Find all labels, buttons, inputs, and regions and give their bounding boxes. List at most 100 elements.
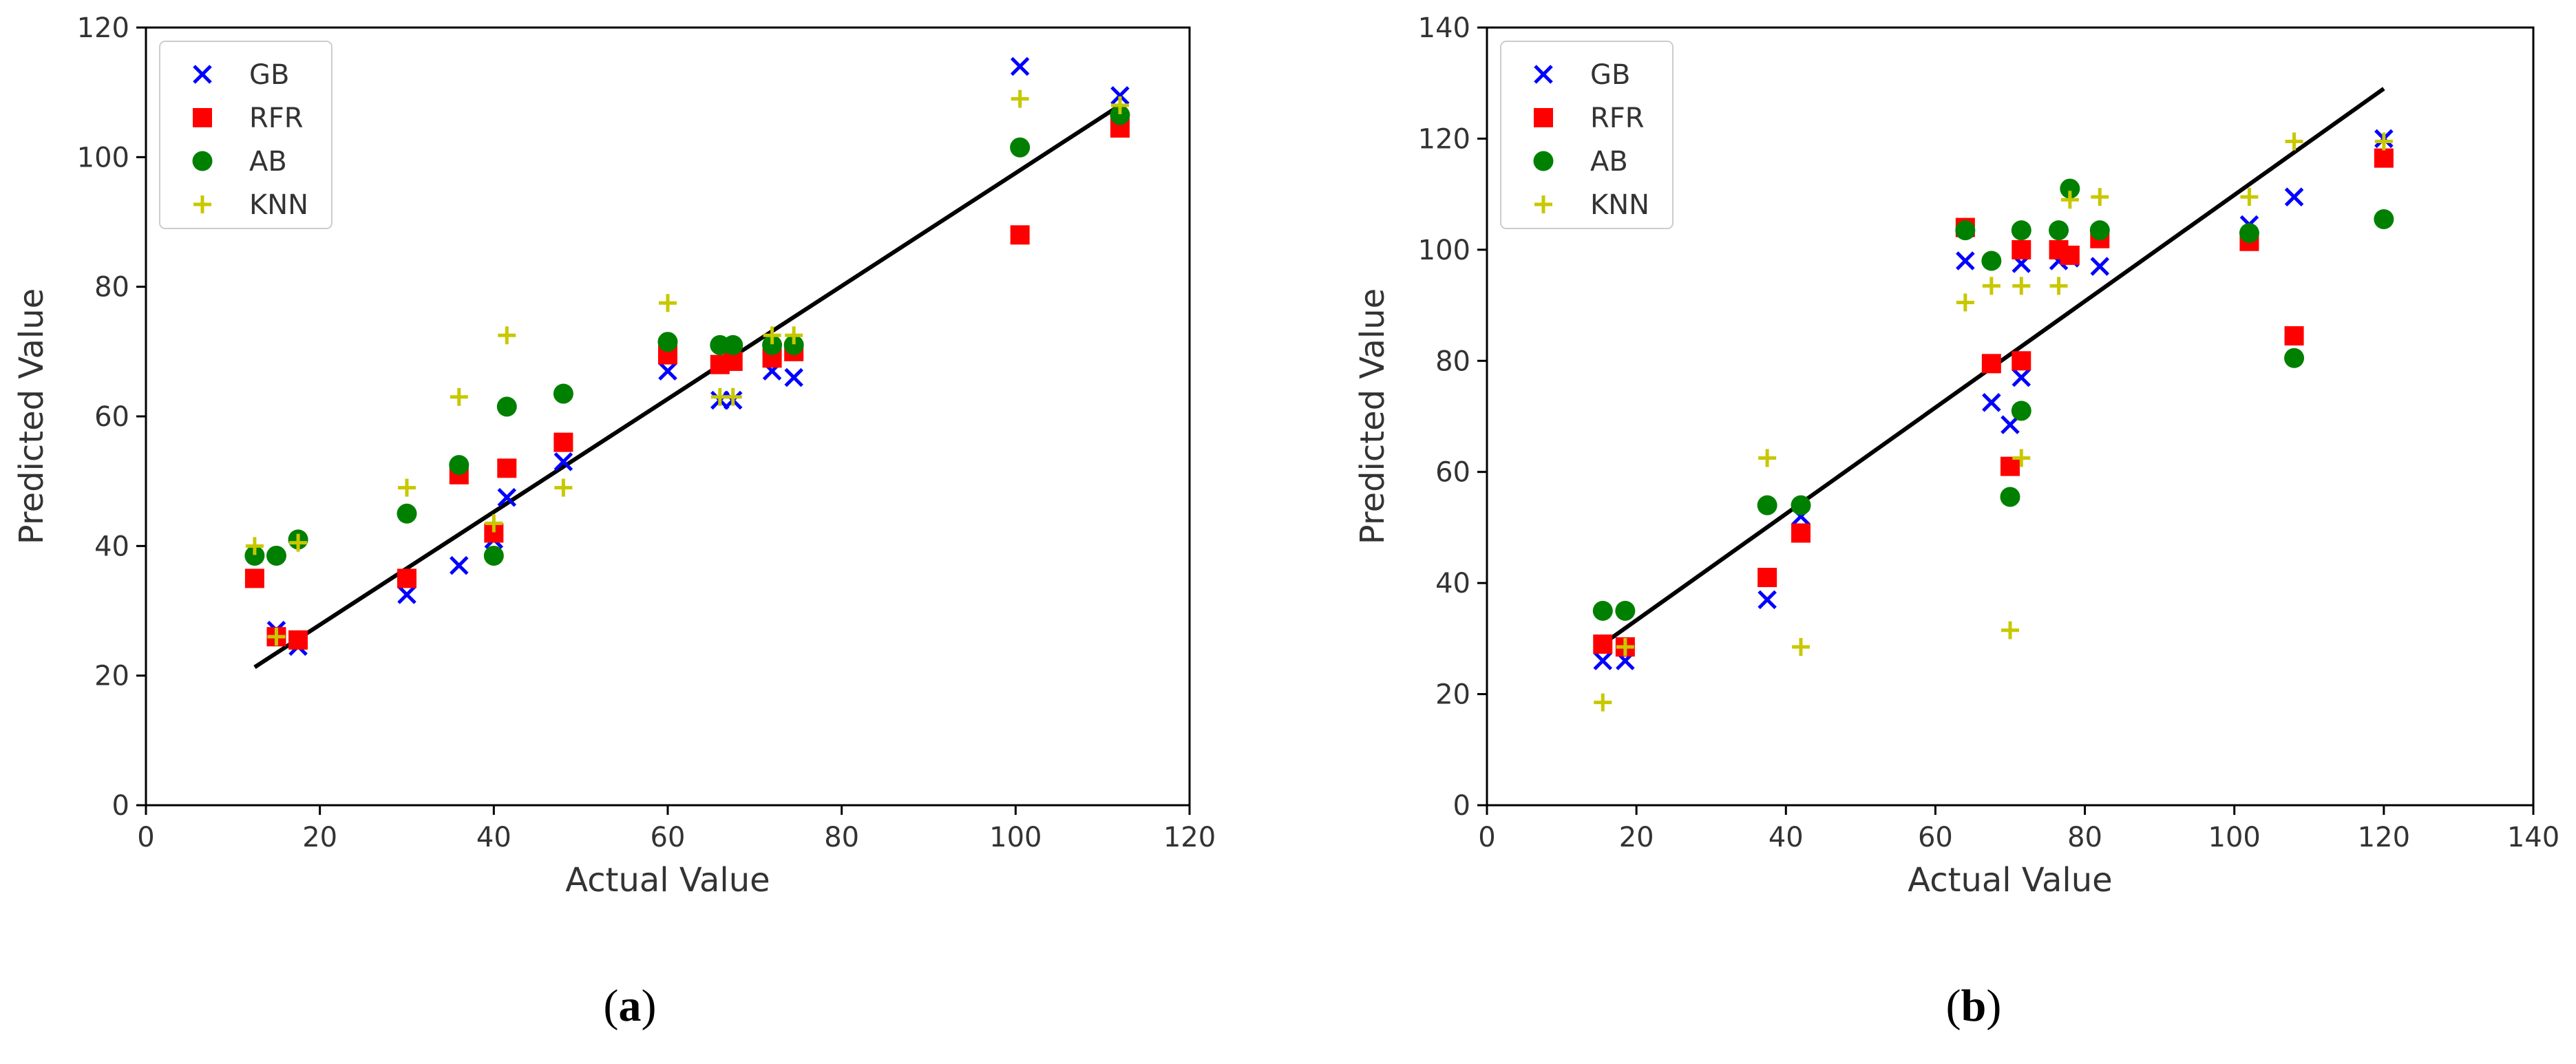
- point-ab-a-13: [1010, 137, 1031, 158]
- caption-a-letter: a: [618, 981, 642, 1031]
- point-ab-a-4: [449, 455, 469, 476]
- legend-label-gb-a: GB: [249, 59, 289, 91]
- point-ab-b-4: [1955, 220, 1976, 241]
- point-knn-a-11: [763, 326, 781, 345]
- point-ab-b-5: [1981, 251, 2002, 271]
- point-knn-b-11: [2091, 188, 2109, 206]
- point-ab-b-11: [2089, 220, 2110, 241]
- x-tick-label-a-2: 40: [476, 822, 511, 853]
- point-knn-a-7: [554, 478, 573, 497]
- y-tick-label-b-6: 120: [1418, 123, 1470, 155]
- point-ab-b-1: [1615, 601, 1636, 621]
- point-rfr-a-0: [244, 568, 264, 588]
- series-rfr-b: [1593, 148, 2394, 657]
- x-tick-label-b-0: 0: [1478, 822, 1495, 853]
- point-gb-b-11: [2090, 257, 2110, 276]
- point-rfr-a-3: [397, 568, 416, 588]
- point-knn-a-5: [485, 514, 503, 533]
- point-knn-a-12: [785, 326, 803, 345]
- point-gb-b-0: [1593, 651, 1613, 670]
- x-tick-label-a-1: 20: [302, 822, 337, 853]
- point-rfr-a-13: [1010, 225, 1030, 245]
- point-ab-b-12: [2239, 223, 2259, 244]
- legend-box-a: [159, 41, 332, 229]
- point-ab-a-8: [657, 332, 678, 352]
- point-rfr-b-5: [1981, 354, 2001, 374]
- point-knn-a-4: [450, 387, 468, 406]
- y-tick-label-b-0: 0: [1453, 790, 1470, 822]
- x-tick-label-b-7: 140: [2507, 822, 2559, 853]
- point-ab-b-3: [1791, 495, 1811, 515]
- x-tick-label-a-5: 100: [989, 822, 1042, 853]
- point-ab-b-7: [2011, 401, 2031, 421]
- point-ab-b-10: [2060, 178, 2080, 199]
- caption-a: (a): [603, 981, 657, 1031]
- point-ab-b-14: [2374, 209, 2394, 229]
- legend-marker-ab-b: [1533, 151, 1554, 171]
- x-tick-label-b-1: 20: [1619, 822, 1654, 853]
- y-tick-label-a-3: 60: [94, 401, 129, 433]
- legend-marker-gb-b: [1534, 65, 1553, 84]
- legend-marker-ab-a: [192, 151, 213, 171]
- point-rfr-b-6: [2000, 456, 2020, 476]
- legend-marker-rfr-b: [1534, 108, 1553, 127]
- point-gb-a-7: [658, 361, 677, 381]
- point-knn-b-6: [2001, 621, 2019, 639]
- point-rfr-b-7: [2012, 351, 2031, 371]
- legend-label-rfr-a: RFR: [249, 103, 304, 134]
- caption-b: (b): [1945, 981, 2002, 1031]
- legend-label-ab-a: AB: [249, 146, 287, 178]
- point-ab-a-5: [483, 545, 504, 566]
- y-tick-label-a-4: 80: [94, 272, 129, 304]
- y-tick-label-a-0: 0: [112, 790, 129, 822]
- point-gb-a-12: [1010, 56, 1030, 76]
- point-knn-a-6: [498, 326, 516, 345]
- x-tick-label-b-5: 100: [2208, 822, 2261, 853]
- series-knn-a: [245, 89, 1129, 646]
- point-knn-a-8: [659, 294, 677, 312]
- point-knn-b-9: [2049, 277, 2068, 295]
- point-gb-b-6: [2000, 415, 2020, 434]
- point-knn-b-0: [1594, 693, 1612, 712]
- point-knn-b-12: [2240, 188, 2259, 206]
- point-rfr-b-14: [2374, 148, 2394, 168]
- point-knn-b-7: [2012, 449, 2031, 467]
- legend-label-rfr-b: RFR: [1590, 103, 1645, 134]
- legend-marker-gb-a: [193, 65, 212, 84]
- y-tick-label-a-1: 20: [94, 661, 129, 692]
- y-axis-label-b: Predicted Value: [1353, 288, 1392, 544]
- x-tick-label-b-3: 60: [1918, 822, 1953, 853]
- point-ab-a-7: [553, 383, 573, 404]
- point-knn-b-2: [1758, 449, 1777, 467]
- point-ab-b-0: [1592, 601, 1613, 621]
- point-knn-a-1: [267, 628, 286, 646]
- point-rfr-b-13: [2284, 326, 2304, 345]
- point-ab-b-2: [1757, 495, 1777, 515]
- caption-b-letter: b: [1961, 981, 1987, 1031]
- point-rfr-b-10: [2060, 245, 2080, 265]
- point-knn-b-13: [2285, 132, 2303, 151]
- point-gb-a-3: [450, 555, 469, 575]
- legend-b: GB RFR AB KNN: [1500, 41, 1674, 229]
- x-tick-label-a-6: 120: [1163, 822, 1216, 853]
- x-tick-label-a-4: 80: [824, 822, 859, 853]
- point-ab-a-3: [397, 503, 417, 524]
- series-gb-b: [1593, 129, 2394, 670]
- series-gb-a: [266, 56, 1130, 657]
- point-rfr-a-2: [288, 630, 308, 650]
- point-ab-a-1: [266, 545, 286, 566]
- legend-marker-knn-a: [193, 195, 211, 213]
- y-tick-label-b-5: 100: [1418, 235, 1470, 266]
- point-gb-a-13: [1110, 86, 1130, 105]
- legend-a: GB RFR AB KNN: [159, 41, 332, 229]
- y-tick-label-b-7: 140: [1418, 12, 1470, 44]
- point-ab-a-6: [496, 396, 517, 417]
- plot-frame-b: [1486, 26, 2535, 807]
- x-tick-label-b-6: 120: [2358, 822, 2410, 853]
- point-ab-b-9: [2049, 220, 2069, 241]
- point-knn-b-14: [2374, 132, 2393, 151]
- point-gb-a-2: [397, 585, 416, 604]
- point-ab-b-8: [2011, 220, 2031, 241]
- point-rfr-b-8: [2012, 240, 2031, 259]
